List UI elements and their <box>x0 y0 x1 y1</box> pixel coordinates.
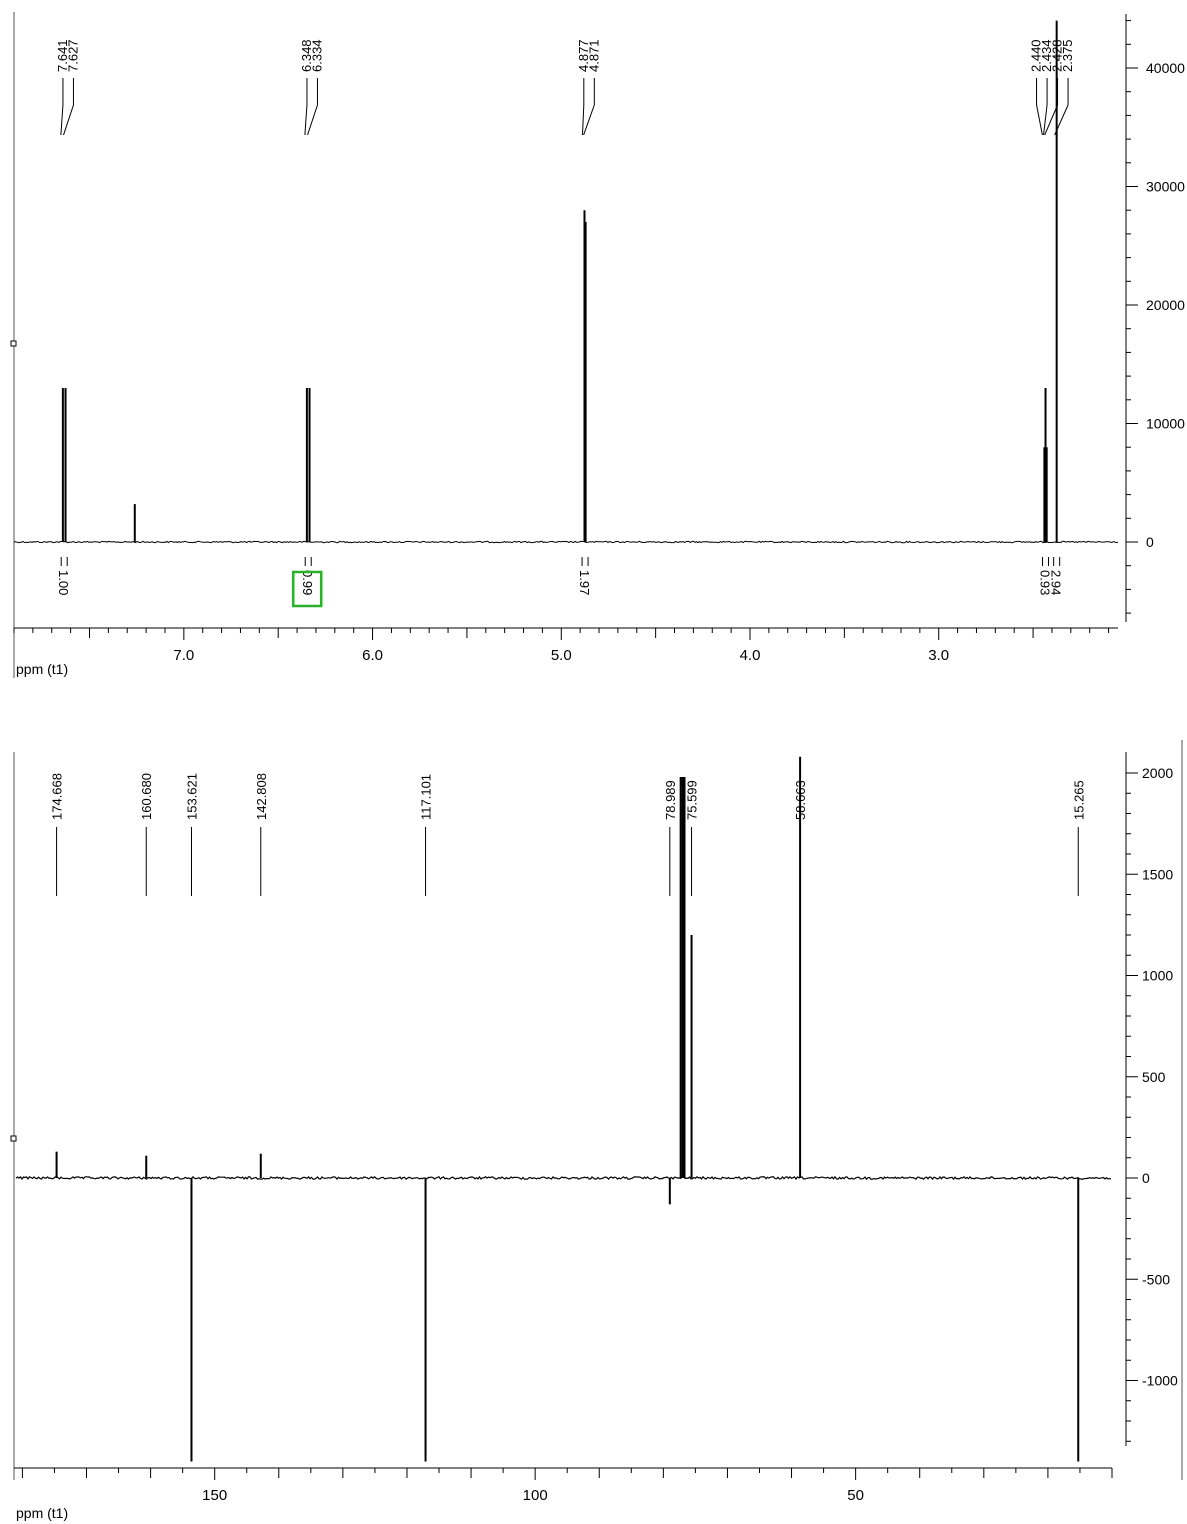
y-tick-label: 0 <box>1146 534 1154 550</box>
y-tick-label: 0 <box>1142 1170 1150 1186</box>
peak-label-text: 6.334 <box>309 39 324 72</box>
y-tick-label: -1000 <box>1142 1373 1178 1389</box>
x-tick-label: 7.0 <box>173 647 194 664</box>
y-tick-label: -500 <box>1142 1271 1170 1287</box>
y-tick-label: 1500 <box>1142 866 1173 882</box>
x-tick-label: 50 <box>847 1487 864 1504</box>
label-leader-diagonal <box>583 104 595 136</box>
peak-label-text: 117.101 <box>419 774 434 820</box>
peak-label-text: 2.428 <box>1050 39 1065 72</box>
peak-label-text: 4.877 <box>576 39 591 72</box>
peak-label-text: 153.621 <box>184 773 199 820</box>
y-tick-label: 1000 <box>1142 968 1173 984</box>
integral-highlight-box <box>291 570 323 608</box>
integral-value: 1.97 <box>577 570 592 595</box>
label-leader-diagonal <box>1036 104 1043 136</box>
peak-label-text: 7.627 <box>65 39 80 72</box>
label-leader-diagonal <box>1043 104 1048 136</box>
peak-label-text: 78.989 <box>663 780 678 820</box>
label-leader-diagonal <box>581 104 585 136</box>
x-tick-label: 4.0 <box>740 647 761 664</box>
y-tick-label: 2000 <box>1142 765 1173 781</box>
x-tick-label: 6.0 <box>362 647 383 664</box>
label-leader-diagonal <box>63 104 74 136</box>
label-leader-diagonal <box>1044 104 1059 136</box>
label-leader-diagonal <box>307 104 318 136</box>
label-leader-diagonal <box>1054 104 1069 136</box>
peak-label-text: 4.871 <box>586 39 601 72</box>
x-axis-title: ppm (t1) <box>16 661 68 677</box>
y-tick-label: 40000 <box>1146 60 1185 76</box>
peak-label-text: 142.808 <box>254 773 269 820</box>
x-tick-label: 100 <box>523 1487 548 1504</box>
x-tick-label: 150 <box>202 1487 227 1504</box>
y-tick-label: 500 <box>1142 1069 1166 1085</box>
peak-label-text: 15.265 <box>1071 780 1086 820</box>
peak-label-text: 2.440 <box>1029 39 1044 72</box>
y-tick-label: 20000 <box>1146 297 1185 313</box>
label-leader-diagonal <box>304 104 308 136</box>
label-leader-diagonal <box>60 104 64 136</box>
integral-value: 2.94 <box>1049 570 1064 595</box>
spectrum-baseline <box>15 1175 1111 1181</box>
integral-value: 0.93 <box>1038 570 1053 595</box>
peak-label-text: 75.599 <box>685 780 700 820</box>
integral-value: 1.00 <box>56 570 71 595</box>
peak-label-text: 7.641 <box>55 39 70 72</box>
x-tick-label: 5.0 <box>551 647 572 664</box>
peak-label-text: 174.668 <box>50 773 65 820</box>
integral-value: 0.99 <box>300 570 315 595</box>
frame-handle <box>10 1135 17 1142</box>
x-axis-title: ppm (t1) <box>16 1505 68 1521</box>
c13-dept-spectrum: 174.668 160.680 153.621 142.808 117.101 78.98… <box>10 740 1183 1521</box>
y-tick-label: 10000 <box>1146 416 1185 432</box>
x-tick-label: 3.0 <box>928 647 949 664</box>
peak-label-text: 160.680 <box>139 773 154 820</box>
peak-label-text: 2.434 <box>1039 39 1054 72</box>
y-tick-label: 30000 <box>1146 179 1185 195</box>
peak-label-text: 2.375 <box>1060 39 1075 72</box>
peak-label-text: 58.663 <box>793 780 808 820</box>
frame-handle <box>10 340 17 347</box>
spectrum-baseline <box>13 540 1119 544</box>
peak-label-text: 6.348 <box>299 39 314 72</box>
